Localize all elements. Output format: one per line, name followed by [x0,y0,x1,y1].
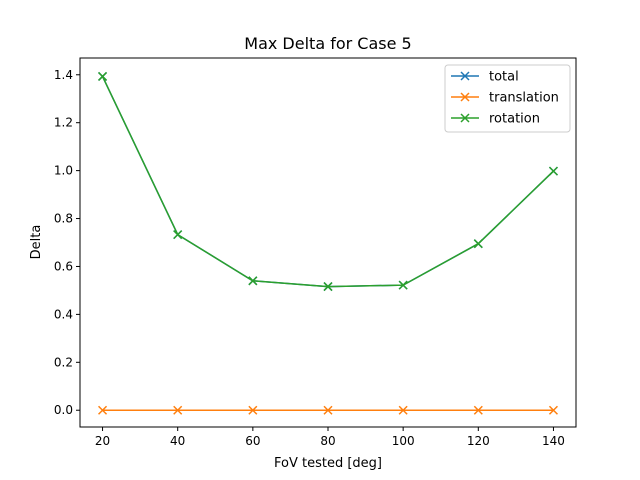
series-layer [98,71,558,415]
data-point [398,280,408,290]
x-tick-label: 40 [170,434,185,448]
legend-marker [460,92,470,102]
series-rotation [98,71,558,292]
y-tick-label: 1.2 [54,116,73,130]
y-tick-label: 0.2 [54,355,73,369]
legend-item-rotation: rotation [451,112,540,127]
x-tick-label: 120 [467,434,490,448]
legend-marker [460,71,470,81]
data-point [323,405,333,415]
y-axis-label: Delta [29,225,44,260]
data-point [473,405,483,415]
data-point [248,405,258,415]
y-tick-label: 1.0 [54,164,73,178]
chart-title: Max Delta for Case 5 [244,34,411,53]
data-point [173,230,183,240]
x-axis-ticks: 20 40 60 80 100 120 140 [95,427,565,448]
y-tick-label: 0.4 [54,307,73,321]
series-translation [98,405,558,415]
x-tick-label: 60 [245,434,260,448]
axes-frame [79,57,577,428]
data-point [398,405,408,415]
y-axis-ticks: 0.0 0.2 0.4 0.6 0.8 1.0 1.2 1.4 [54,68,80,417]
data-point [548,405,558,415]
legend-box [444,64,571,133]
y-tick-label: 0.8 [54,212,73,226]
legend-item-total: total [451,70,519,85]
data-point [548,166,558,176]
x-tick-label: 20 [95,434,110,448]
legend-label: rotation [489,112,540,127]
y-tick-label: 0.0 [54,403,73,417]
legend-item-translation: translation [451,91,559,106]
x-tick-label: 140 [542,434,565,448]
data-point [98,405,108,415]
legend: total translation rotation [444,64,571,133]
legend-label: translation [489,91,559,106]
x-tick-label: 100 [392,434,415,448]
y-tick-label: 1.4 [54,68,73,82]
data-point [473,239,483,249]
x-axis-label: FoV tested [deg] [274,456,382,471]
data-point [248,276,258,286]
data-point [98,71,108,81]
data-point [323,282,333,292]
y-tick-label: 0.6 [54,259,73,273]
x-tick-label: 80 [320,434,335,448]
legend-label: total [489,70,519,85]
data-point [173,405,183,415]
legend-marker [460,113,470,123]
